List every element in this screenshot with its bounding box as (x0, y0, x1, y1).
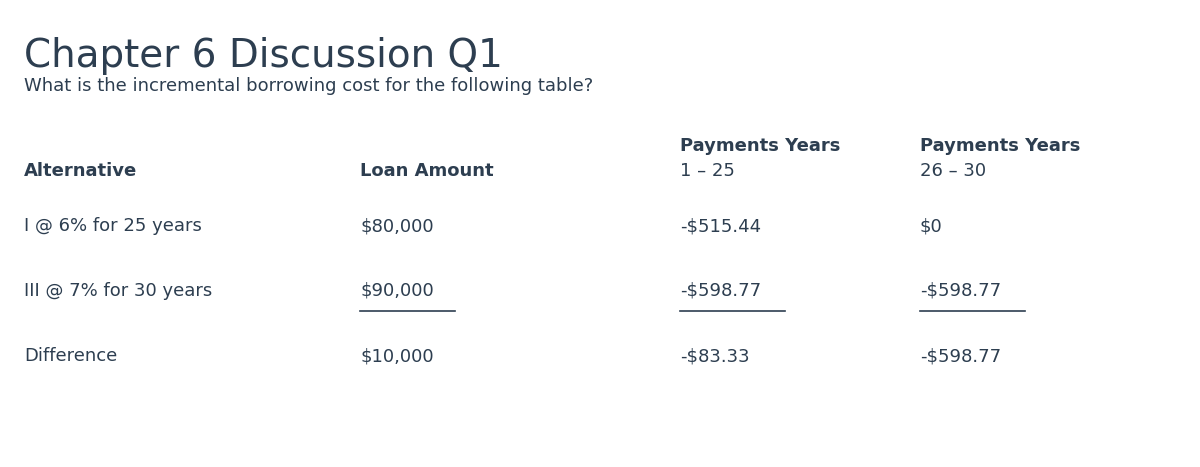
Text: -$515.44: -$515.44 (680, 217, 761, 235)
Text: Chapter 6 Discussion Q1: Chapter 6 Discussion Q1 (24, 37, 503, 75)
Text: 1 – 25: 1 – 25 (680, 162, 734, 180)
Text: -$598.77: -$598.77 (920, 282, 1001, 300)
Text: Payments Years: Payments Years (680, 137, 840, 155)
Text: -$83.33: -$83.33 (680, 347, 750, 365)
Text: -$598.77: -$598.77 (920, 347, 1001, 365)
Text: Alternative: Alternative (24, 162, 137, 180)
Text: $10,000: $10,000 (360, 347, 433, 365)
Text: $90,000: $90,000 (360, 282, 433, 300)
Text: III @ 7% for 30 years: III @ 7% for 30 years (24, 282, 212, 300)
Text: Difference: Difference (24, 347, 118, 365)
Text: -$598.77: -$598.77 (680, 282, 761, 300)
Text: What is the incremental borrowing cost for the following table?: What is the incremental borrowing cost f… (24, 77, 593, 95)
Text: Loan Amount: Loan Amount (360, 162, 493, 180)
Text: $0: $0 (920, 217, 943, 235)
Text: $80,000: $80,000 (360, 217, 433, 235)
Text: 26 – 30: 26 – 30 (920, 162, 986, 180)
Text: I @ 6% for 25 years: I @ 6% for 25 years (24, 217, 202, 235)
Text: Payments Years: Payments Years (920, 137, 1080, 155)
